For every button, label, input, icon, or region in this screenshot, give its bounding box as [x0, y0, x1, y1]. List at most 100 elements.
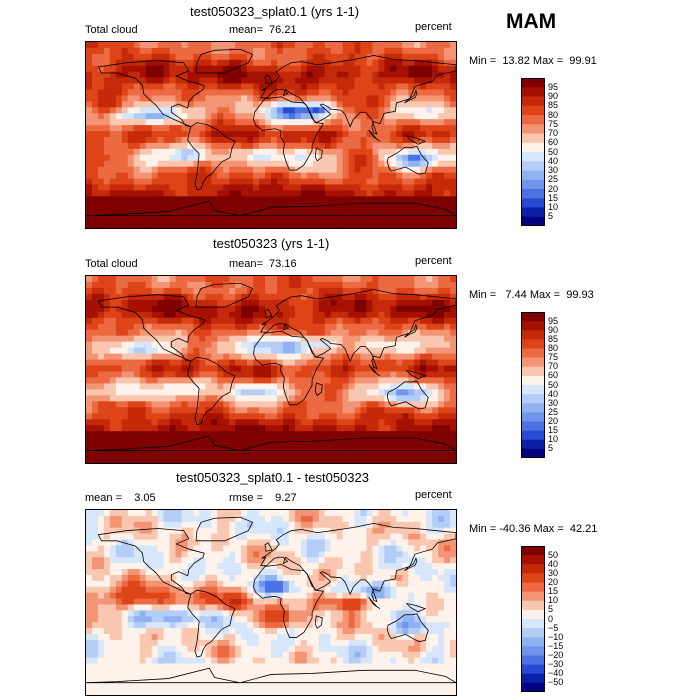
map-cell — [86, 455, 93, 462]
map-cell — [450, 136, 456, 144]
map-cell — [115, 77, 123, 84]
map-cell — [444, 299, 451, 307]
map-cell — [282, 425, 290, 432]
map-cell — [127, 160, 135, 167]
map-cell — [151, 107, 158, 114]
map-cell — [414, 533, 421, 540]
map-cell — [121, 569, 129, 576]
map-cell — [103, 119, 111, 126]
map-cell — [103, 521, 111, 529]
map-cell — [211, 202, 218, 209]
map-cell — [300, 101, 308, 108]
map-cell — [235, 443, 242, 450]
map-cell — [97, 569, 105, 576]
map-cell — [259, 323, 266, 331]
map-cell — [187, 527, 194, 534]
map-cell — [91, 365, 99, 372]
map-cell — [217, 107, 224, 114]
map-cell — [163, 383, 170, 390]
map-cell — [193, 551, 200, 558]
map-cell — [402, 208, 409, 215]
map-cell — [199, 419, 206, 426]
map-cell — [229, 407, 236, 414]
map-cell — [420, 574, 427, 582]
map-cell — [199, 214, 206, 221]
map-cell — [181, 184, 188, 191]
map-cell — [384, 533, 391, 540]
map-cell — [121, 329, 129, 336]
map-cell — [402, 329, 409, 336]
map-cell — [396, 95, 403, 102]
map-cell — [378, 299, 385, 307]
map-cell — [127, 148, 135, 156]
map-cell — [109, 425, 117, 432]
map-cell — [253, 449, 260, 456]
map-cell — [271, 281, 278, 289]
map-cell — [384, 580, 391, 588]
map-cell — [193, 580, 200, 588]
map-cell — [115, 335, 123, 342]
map-cell — [414, 119, 421, 126]
map-cell — [438, 407, 445, 414]
map-cell — [402, 281, 409, 289]
map-cell — [121, 347, 129, 354]
map-cell — [276, 389, 284, 396]
map-cell — [229, 53, 236, 61]
map-cell — [109, 335, 117, 342]
map-cell — [408, 539, 415, 546]
map-cell — [426, 563, 433, 570]
map-cell — [109, 299, 117, 307]
map-cell — [336, 293, 343, 301]
map-cell — [175, 65, 182, 72]
map-field — [86, 42, 456, 228]
map-cell — [414, 455, 421, 462]
map-cell — [139, 281, 146, 289]
map-cell — [300, 461, 308, 463]
map-cell — [121, 305, 129, 313]
map-cell — [229, 214, 236, 221]
map-cell — [121, 563, 129, 570]
map-cell — [157, 311, 164, 319]
map-cell — [396, 335, 403, 342]
map-cell — [288, 107, 296, 114]
map-cell — [330, 311, 337, 319]
map-cell — [193, 545, 200, 552]
map-cell — [223, 220, 230, 227]
map-cell — [259, 101, 266, 108]
map-cell — [354, 142, 361, 150]
colorbar-tick-label: 50 — [548, 146, 559, 157]
map-cell — [450, 220, 456, 227]
map-cell — [265, 281, 272, 289]
map-cell — [163, 47, 170, 55]
map-cell — [438, 95, 445, 102]
map-cell — [139, 160, 146, 167]
map-cell — [229, 95, 236, 102]
map-cell — [127, 281, 135, 289]
map-cell — [235, 166, 242, 173]
map-cell — [157, 425, 164, 432]
map-cell — [402, 563, 409, 570]
map-cell — [139, 276, 146, 283]
map-cell — [97, 136, 105, 144]
map-cell — [348, 401, 355, 408]
map-cell — [253, 521, 260, 529]
map-cell — [157, 131, 164, 138]
map-cell — [438, 401, 445, 408]
map-cell — [390, 563, 397, 570]
map-cell — [259, 371, 266, 378]
map-cell — [145, 413, 152, 420]
map-cell — [223, 515, 230, 523]
map-cell — [420, 580, 427, 588]
map-cell — [187, 172, 194, 179]
map-cell — [151, 142, 158, 150]
map-cell — [390, 53, 397, 61]
map-cell — [235, 383, 242, 390]
map-cell — [444, 413, 451, 420]
map-cell — [205, 202, 212, 209]
map-cell — [121, 557, 129, 564]
map-cell — [169, 95, 176, 102]
map-cell — [294, 437, 302, 444]
map-cell — [253, 184, 260, 191]
map-cell — [330, 214, 337, 221]
map-cell — [235, 83, 242, 90]
